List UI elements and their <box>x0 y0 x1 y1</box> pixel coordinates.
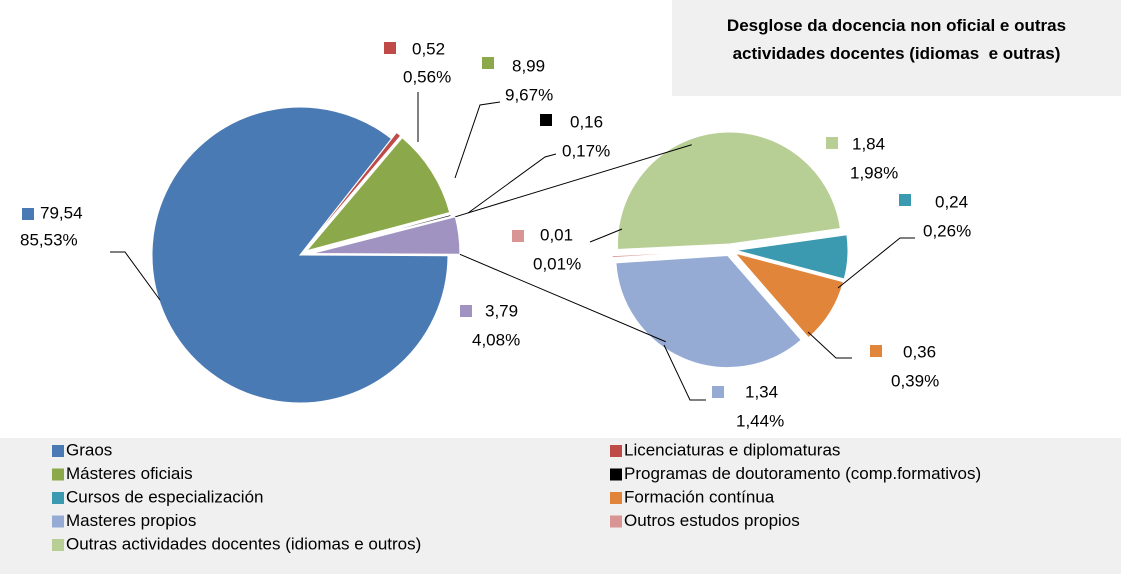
label-key <box>22 208 34 220</box>
legend-label: Outras actividades docentes (idiomas e o… <box>66 534 421 553</box>
percent-label: 0,26% <box>923 221 971 240</box>
percent-label: 0,56% <box>403 67 451 86</box>
legend-label: Outros estudos propios <box>624 511 800 530</box>
leader-line <box>467 153 557 214</box>
connector <box>455 144 692 218</box>
pie-slice <box>151 106 449 404</box>
label-key <box>460 305 472 317</box>
legend-label: Licenciaturas e diplomaturas <box>624 440 840 459</box>
legend-label: Másteres oficiais <box>66 464 193 483</box>
legend-key <box>610 492 622 504</box>
label-key <box>870 345 882 357</box>
legend-label: Formación contínua <box>624 487 775 506</box>
leader-line <box>110 251 161 301</box>
value-label: 0,01 <box>540 225 573 244</box>
legend-bg <box>0 438 1121 574</box>
value-label: 1,84 <box>852 134 885 153</box>
legend-key <box>52 492 64 504</box>
label-key <box>384 42 396 54</box>
legend-key <box>610 515 622 528</box>
leader-line <box>837 237 915 289</box>
value-label: 0,16 <box>570 112 603 131</box>
legend-key <box>52 468 64 481</box>
percent-label: 0,17% <box>562 141 610 160</box>
legend-label: Programas de doutoramento (comp.formativ… <box>624 464 981 483</box>
percent-label: 4,08% <box>472 330 520 349</box>
percent-label: 1,44% <box>736 411 784 430</box>
legend-key <box>610 468 622 481</box>
pie-slice <box>307 214 452 254</box>
legend-key <box>52 445 64 457</box>
pie-slice <box>305 136 451 252</box>
value-label: 79,54 <box>40 203 83 222</box>
percent-label: 0,01% <box>533 254 581 273</box>
leader-line <box>589 228 623 243</box>
pie-slice <box>615 255 802 368</box>
pie-slice <box>611 249 725 259</box>
label-key <box>512 230 524 242</box>
value-label: 1,34 <box>745 382 778 401</box>
legend-key <box>52 539 64 551</box>
pie-slice <box>311 216 461 255</box>
leader-line <box>454 101 501 179</box>
chart-title: Desglose da docencia non oficial e outra… <box>672 0 1121 96</box>
legend-label: Masteres propios <box>66 511 196 530</box>
value-label: 0,52 <box>412 39 445 58</box>
pie-slice <box>616 131 841 250</box>
value-label: 0,36 <box>903 342 936 361</box>
percent-label: 0,39% <box>891 371 939 390</box>
value-label: 0,24 <box>935 192 968 211</box>
percent-label: 85,53% <box>20 230 78 249</box>
pie-slice <box>304 131 402 250</box>
label-key <box>899 194 911 206</box>
label-key <box>712 386 724 398</box>
leader-line <box>663 344 706 401</box>
legend-key <box>610 445 622 457</box>
connector <box>459 253 666 343</box>
legend-label: Cursos de especialización <box>66 487 264 506</box>
pie-slice <box>735 234 849 280</box>
legend-key <box>52 515 64 528</box>
leader-line <box>807 331 852 359</box>
label-key <box>826 137 838 149</box>
value-label: 3,79 <box>485 301 518 320</box>
label-key <box>540 114 552 126</box>
pie-slice <box>733 252 844 339</box>
percent-label: 1,98% <box>850 163 898 182</box>
percent-label: 9,67% <box>505 85 553 104</box>
label-key <box>482 57 494 69</box>
value-label: 8,99 <box>512 56 545 75</box>
legend-label: Graos <box>66 440 112 459</box>
